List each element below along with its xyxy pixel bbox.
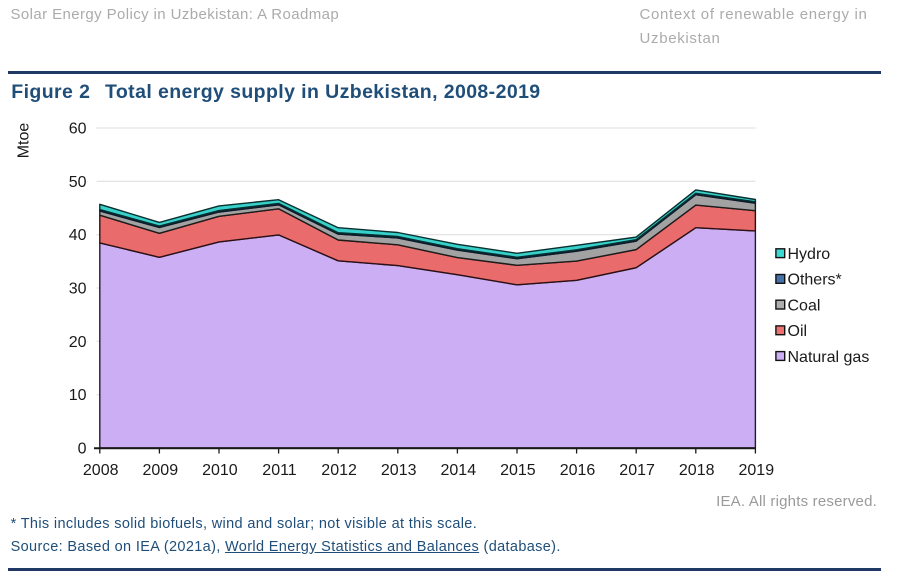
- svg-text:2008: 2008: [83, 462, 119, 479]
- svg-text:2016: 2016: [560, 462, 596, 479]
- svg-text:2011: 2011: [262, 462, 297, 479]
- svg-text:Others*: Others*: [788, 272, 842, 289]
- svg-text:2017: 2017: [619, 462, 655, 479]
- svg-text:60: 60: [69, 121, 87, 138]
- svg-text:20: 20: [69, 334, 87, 351]
- svg-text:2013: 2013: [381, 462, 417, 479]
- svg-text:Mtoe: Mtoe: [16, 123, 33, 159]
- svg-text:Coal: Coal: [788, 297, 821, 314]
- svg-text:40: 40: [69, 227, 87, 244]
- svg-text:2019: 2019: [739, 462, 775, 479]
- svg-text:0: 0: [78, 441, 87, 458]
- svg-text:50: 50: [69, 174, 87, 191]
- svg-text:2010: 2010: [202, 462, 238, 479]
- svg-text:2012: 2012: [321, 462, 357, 479]
- svg-text:30: 30: [69, 281, 87, 298]
- svg-text:2014: 2014: [441, 462, 477, 479]
- svg-text:2018: 2018: [679, 462, 715, 479]
- svg-text:10: 10: [69, 387, 87, 404]
- svg-text:2015: 2015: [500, 462, 536, 479]
- svg-text:Natural gas: Natural gas: [788, 349, 870, 366]
- svg-text:Oil: Oil: [788, 323, 808, 340]
- svg-text:2009: 2009: [143, 462, 179, 479]
- svg-text:Hydro: Hydro: [788, 246, 831, 263]
